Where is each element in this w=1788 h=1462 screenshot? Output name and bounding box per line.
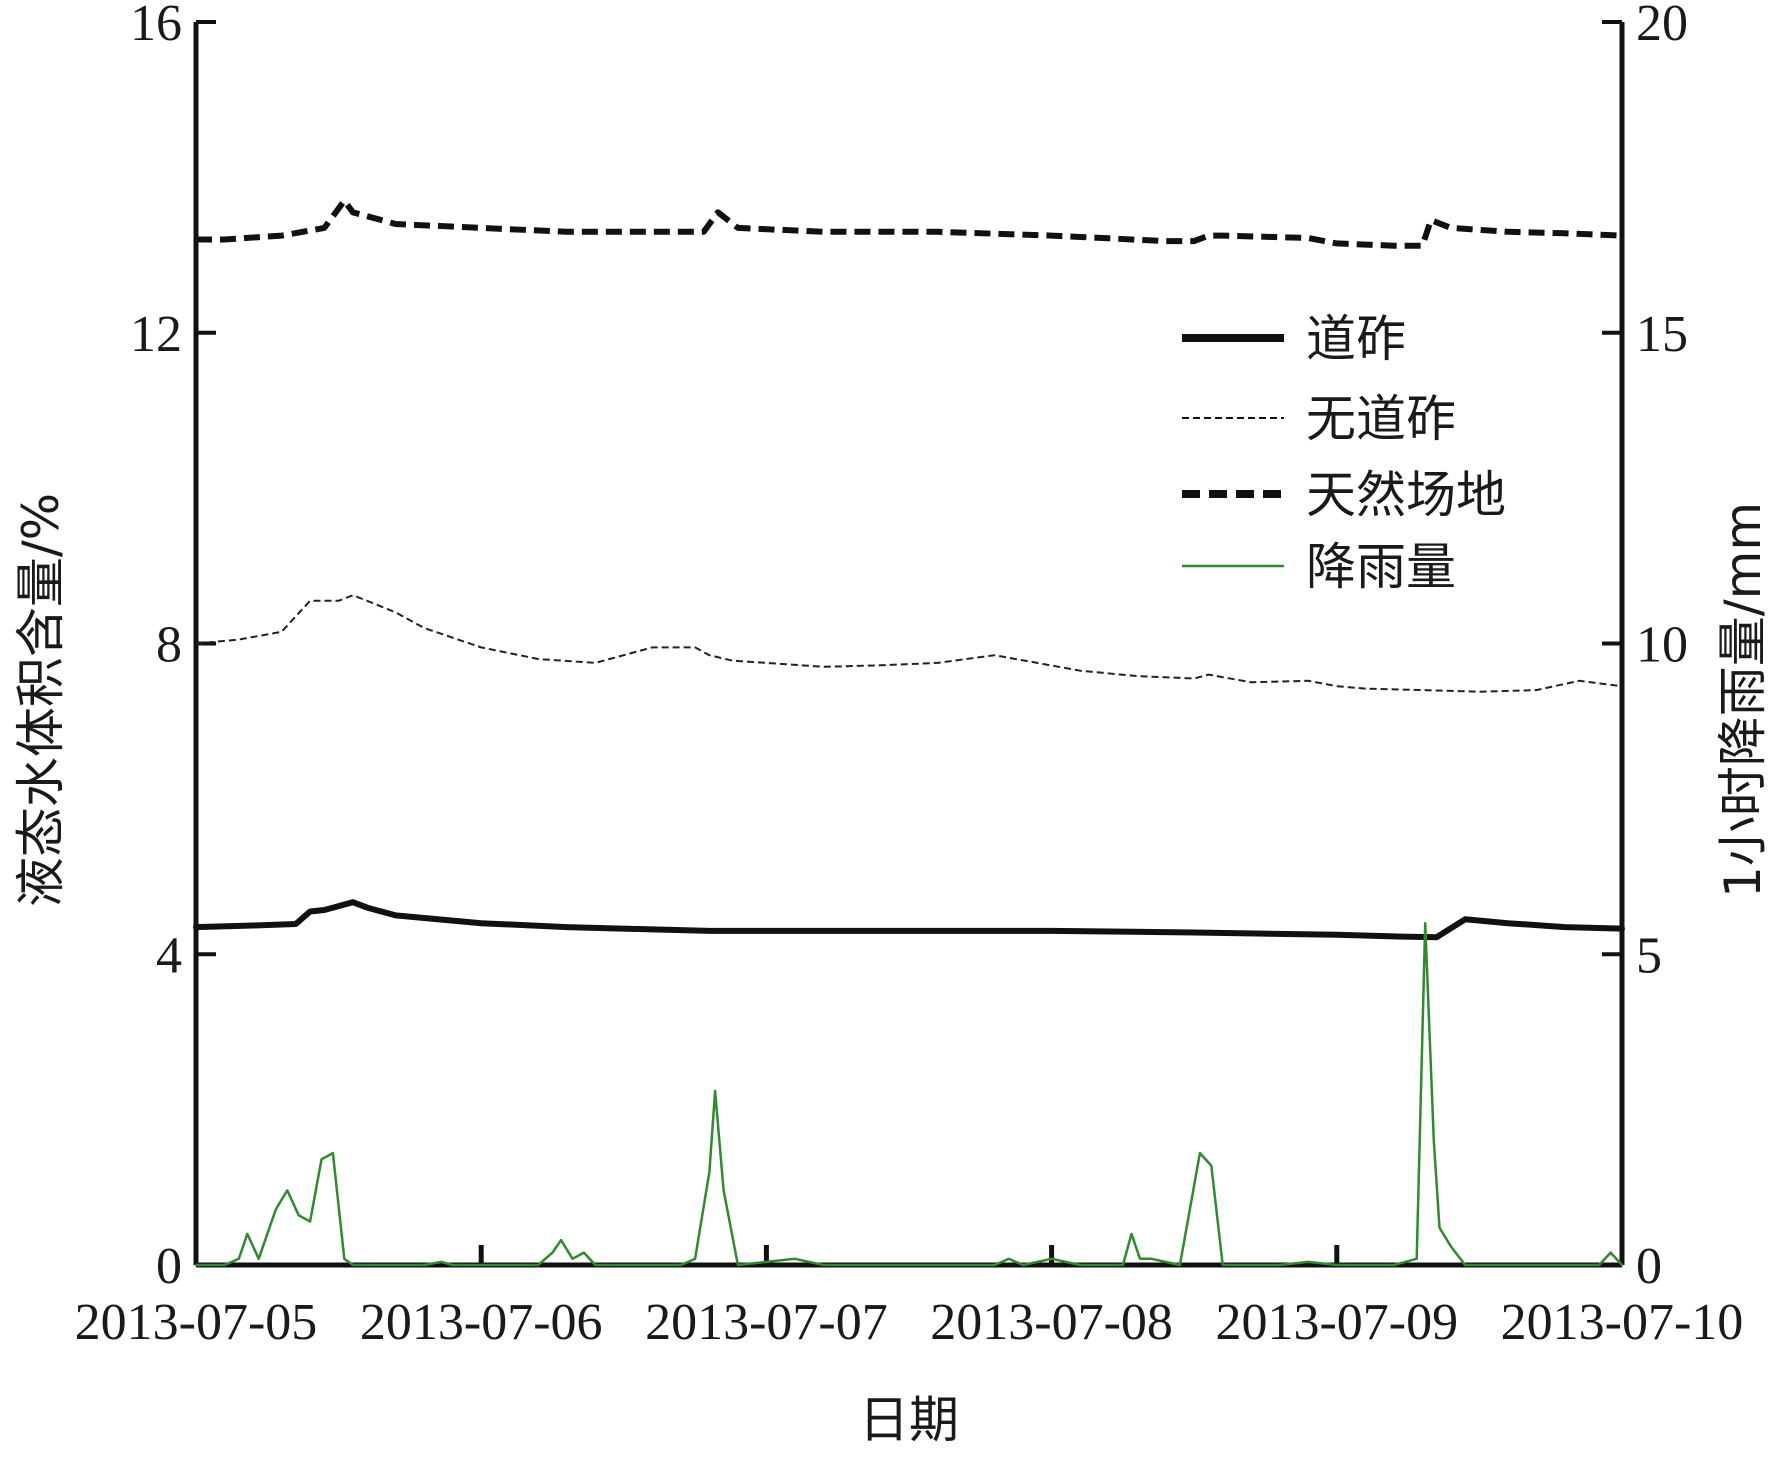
x-tick-label: 2013-07-08 [930, 1294, 1173, 1351]
legend-label: 无道砟 [1306, 390, 1456, 448]
y-right-tick-label: 10 [1636, 617, 1688, 674]
y-left-tick-label: 8 [156, 617, 182, 674]
legend: 道砟 无道砟 天然场地 降雨量 [1182, 310, 1506, 596]
x-tick-label: 2013-07-10 [1501, 1294, 1744, 1351]
y-axis-right-title: 1小时降雨量/mm [1714, 502, 1772, 898]
series-line [193, 899, 1625, 941]
series-line [196, 197, 1623, 249]
legend-label: 降雨量 [1306, 538, 1456, 596]
y-right-tick-label: 5 [1636, 927, 1662, 984]
legend-label: 天然场地 [1306, 466, 1506, 524]
series-line [194, 921, 1624, 1267]
y-left-tick-label: 0 [156, 1238, 182, 1295]
y-axis-left-title: 液态水体积含量/% [12, 493, 70, 907]
y-left-tick-label: 12 [130, 306, 182, 363]
x-tick-label: 2013-07-09 [1215, 1294, 1458, 1351]
legend-item: 天然场地 [1182, 466, 1506, 524]
legend-item: 降雨量 [1182, 538, 1456, 596]
x-tick-label: 2013-07-06 [360, 1294, 603, 1351]
axis-ticks: 0 4 8 12 16 0 5 10 15 20 2013-07-05 2013-07-06 2013-… [75, 0, 1744, 1351]
y-right-tick-label: 20 [1636, 0, 1688, 52]
series-layer [193, 197, 1625, 1267]
plot-frame [193, 22, 1625, 1268]
legend-label: 道砟 [1306, 310, 1406, 368]
y-right-tick-label: 0 [1636, 1238, 1662, 1295]
y-right-tick-label: 15 [1636, 306, 1688, 363]
legend-item: 道砟 [1182, 310, 1406, 368]
legend-item: 无道砟 [1182, 390, 1456, 448]
x-axis-title: 日期 [859, 1391, 959, 1449]
y-left-tick-label: 4 [156, 927, 182, 984]
x-tick-label: 2013-07-05 [75, 1294, 318, 1351]
y-left-tick-label: 16 [130, 0, 182, 52]
series-line [195, 594, 1623, 693]
x-tick-label: 2013-07-07 [645, 1294, 888, 1351]
